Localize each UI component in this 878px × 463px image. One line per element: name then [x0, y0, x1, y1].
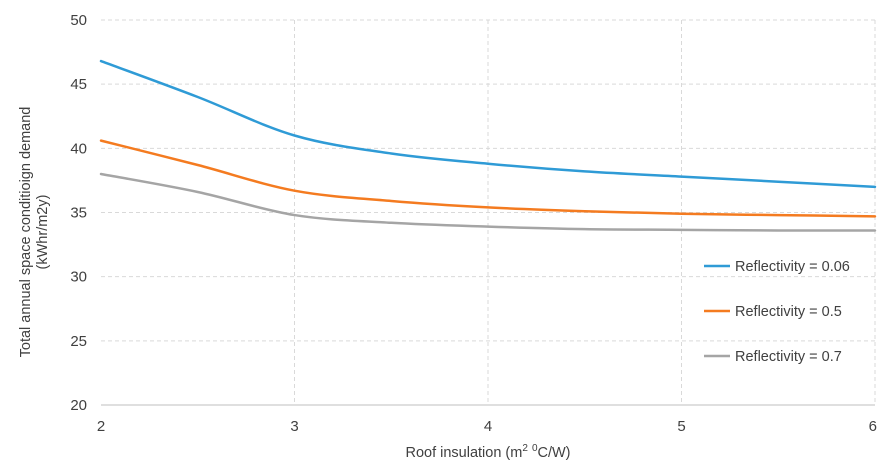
- y-tick-label: 35: [70, 205, 87, 222]
- y-tick-label: 20: [70, 397, 87, 414]
- x-tick-label: 4: [484, 418, 492, 435]
- series-line-3: [99, 172, 877, 232]
- x-axis-label: Roof insulation (m2 0C/W): [405, 443, 570, 461]
- series-line-2: [99, 139, 877, 218]
- x-tick-label: 5: [677, 418, 685, 435]
- series-lines: [99, 59, 877, 232]
- legend-label-1: Reflectivity = 0.06: [735, 259, 850, 275]
- y-axis-label: Total annual space conditioign demand (k…: [18, 107, 51, 358]
- grid: [101, 19, 876, 405]
- y-tick-label: 30: [70, 269, 87, 286]
- x-axis-label-main: Roof insulation (m: [405, 445, 522, 461]
- legend-label-2: Reflectivity = 0.5: [735, 304, 842, 320]
- series-line-1: [99, 59, 877, 189]
- x-tick-label: 6: [869, 418, 877, 435]
- x-tick-label: 3: [290, 418, 298, 435]
- y-tick-label: 50: [70, 12, 87, 29]
- x-axis-label-sup2: 0: [532, 443, 538, 454]
- legend: Reflectivity = 0.06 Reflectivity = 0.5 Ref…: [704, 259, 850, 365]
- y-axis-label-line1: Total annual space conditioign demand: [18, 107, 34, 358]
- y-tick-label: 40: [70, 140, 87, 157]
- y-tick-label: 45: [70, 76, 87, 93]
- x-axis-label-end: C/W): [538, 445, 571, 461]
- x-axis-label-sup1: 2: [522, 443, 528, 454]
- y-tick-label: 25: [70, 333, 87, 350]
- x-tick-label: 2: [97, 418, 105, 435]
- y-axis-label-line2: (kWhr/m2y): [35, 195, 51, 270]
- legend-label-3: Reflectivity = 0.7: [735, 349, 842, 365]
